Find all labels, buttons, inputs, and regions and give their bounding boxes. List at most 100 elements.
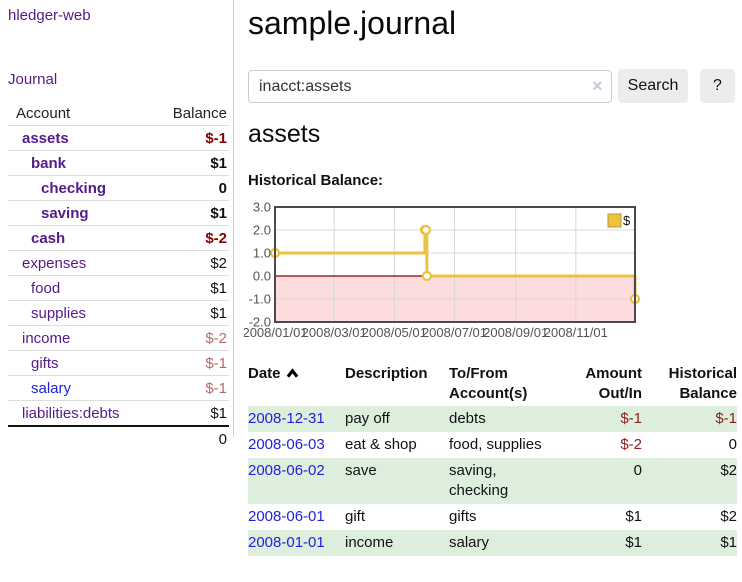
app-title-link[interactable]: hledger-web <box>8 7 91 24</box>
svg-text:2008/09/01: 2008/09/01 <box>483 325 548 340</box>
register-row: 2008-06-03 eat & shop food, supplies $-2 0 <box>248 432 737 458</box>
svg-text:2008/11/01: 2008/11/01 <box>544 325 608 340</box>
date-header-label: Date <box>248 365 281 382</box>
account-row: checking 0 <box>8 175 229 200</box>
sidebar-divider <box>233 0 234 437</box>
register-header-amount: Amount Out/In <box>585 365 642 402</box>
search-button[interactable]: Search <box>618 69 688 103</box>
account-link[interactable]: gifts <box>31 354 59 372</box>
register-row: 2008-06-02 save saving, checking 0 $2 <box>248 458 737 504</box>
account-balance: $1 <box>210 204 227 222</box>
account-row: bank $1 <box>8 150 229 175</box>
register-balance: 0 <box>728 436 737 453</box>
register-amount: 0 <box>633 462 642 479</box>
help-button[interactable]: ? <box>700 69 735 103</box>
account-row: gifts $-1 <box>8 350 229 375</box>
sort-ascending-icon <box>286 368 298 378</box>
account-link[interactable]: checking <box>41 179 107 197</box>
account-link[interactable]: expenses <box>22 254 87 272</box>
register-accounts: debts <box>449 410 486 427</box>
svg-text:3.0: 3.0 <box>253 200 271 215</box>
register-description: gift <box>345 508 366 525</box>
account-balance: $1 <box>210 154 227 172</box>
account-balance: 0 <box>218 179 227 197</box>
register-amount: $1 <box>625 508 642 525</box>
register-header-description: Description <box>345 365 428 382</box>
svg-text:2008/07/01: 2008/07/01 <box>422 325 487 340</box>
account-balance: $-1 <box>205 379 227 397</box>
account-link[interactable]: income <box>22 329 71 347</box>
svg-text:0.0: 0.0 <box>253 269 271 284</box>
register-header-balance: Historical Balance <box>668 365 737 402</box>
accounts-total-row: 0 <box>8 425 229 451</box>
svg-text:$: $ <box>623 213 631 228</box>
accounts-table: Account Balance assets $-1 bank $1 checking 0… <box>8 101 229 451</box>
register-accounts: saving, checking <box>449 462 509 499</box>
account-heading: assets <box>248 120 321 148</box>
svg-text:-1.0: -1.0 <box>249 292 271 307</box>
register-balance: $2 <box>720 508 737 525</box>
account-link[interactable]: saving <box>41 204 89 222</box>
accounts-table-header: Account Balance <box>8 101 229 125</box>
account-row: liabilities:debts $1 <box>8 400 229 425</box>
account-row: salary $-1 <box>8 375 229 400</box>
account-row: assets $-1 <box>8 125 229 150</box>
register-date-link[interactable]: 2008-01-01 <box>248 534 325 551</box>
account-balance: $1 <box>210 404 227 422</box>
account-link[interactable]: food <box>31 279 61 297</box>
svg-text:-2.0: -2.0 <box>249 315 271 330</box>
register-balance: $1 <box>720 534 737 551</box>
search-input[interactable] <box>248 70 612 103</box>
register-header-accounts: To/From Account(s) <box>449 365 528 402</box>
account-row: cash $-2 <box>8 225 229 250</box>
register-amount: $1 <box>625 534 642 551</box>
account-row: expenses $2 <box>8 250 229 275</box>
account-row: income $-2 <box>8 325 229 350</box>
register-description: pay off <box>345 410 390 427</box>
sidebar-item-journal[interactable]: Journal <box>8 71 58 88</box>
register-header-row: Date Description To/From Account(s) Amou… <box>248 360 737 406</box>
svg-text:2008/01/01: 2008/01/01 <box>244 325 308 340</box>
register-balance: $2 <box>720 462 737 479</box>
svg-text:2008/03/01: 2008/03/01 <box>302 325 367 340</box>
account-balance: $1 <box>210 304 227 322</box>
balance-column-header: Balance <box>172 104 227 122</box>
chart-title: Historical Balance: <box>248 172 384 189</box>
svg-text:2.0: 2.0 <box>253 223 271 238</box>
account-link[interactable]: salary <box>31 379 72 397</box>
register-date-link[interactable]: 2008-06-03 <box>248 436 325 453</box>
account-link[interactable]: liabilities:debts <box>22 404 120 422</box>
register-description: income <box>345 534 394 551</box>
account-balance: $2 <box>210 254 227 272</box>
account-link[interactable]: bank <box>31 154 67 172</box>
register-table: Date Description To/From Account(s) Amou… <box>248 360 737 556</box>
account-row: saving $1 <box>8 200 229 225</box>
account-link[interactable]: supplies <box>31 304 87 322</box>
account-table-rows: assets $-1 bank $1 checking 0 saving $1 cash $-2 e… <box>8 125 229 425</box>
register-row: 2008-12-31 pay off debts $-1 $-1 <box>248 406 737 432</box>
svg-text:2008/05/01: 2008/05/01 <box>362 325 427 340</box>
register-rows: 2008-12-31 pay off debts $-1 $-1 2008-06-03 ea… <box>248 406 737 556</box>
register-accounts: gifts <box>449 508 477 525</box>
accounts-total-value: 0 <box>218 430 227 448</box>
register-row: 2008-06-01 gift gifts $1 $2 <box>248 504 737 530</box>
register-date-link[interactable]: 2008-12-31 <box>248 410 325 427</box>
svg-text:1.0: 1.0 <box>253 246 271 261</box>
register-date-link[interactable]: 2008-06-02 <box>248 462 325 479</box>
account-row: supplies $1 <box>8 300 229 325</box>
register-header-date[interactable]: Date <box>248 360 345 406</box>
account-balance: $1 <box>210 279 227 297</box>
page-title: sample.journal <box>248 5 457 41</box>
register-date-link[interactable]: 2008-06-01 <box>248 508 325 525</box>
account-link[interactable]: cash <box>31 229 66 247</box>
account-balance: $-2 <box>205 329 227 347</box>
search-clear-icon[interactable]: × <box>592 76 603 96</box>
register-description: save <box>345 462 377 479</box>
historical-balance-chart: $3.0 2.0 1.0 0.0 -1.0 -2.0 2008/01/01 2008/03/0… <box>242 200 642 345</box>
account-row: food $1 <box>8 275 229 300</box>
account-link[interactable]: assets <box>22 129 69 147</box>
register-description: eat & shop <box>345 436 417 453</box>
register-amount: $-1 <box>620 410 642 427</box>
account-balance: $-1 <box>205 354 227 372</box>
balance-chart-canvas: $3.0 2.0 1.0 0.0 -1.0 -2.02008/01/012008/03/0… <box>242 200 641 340</box>
